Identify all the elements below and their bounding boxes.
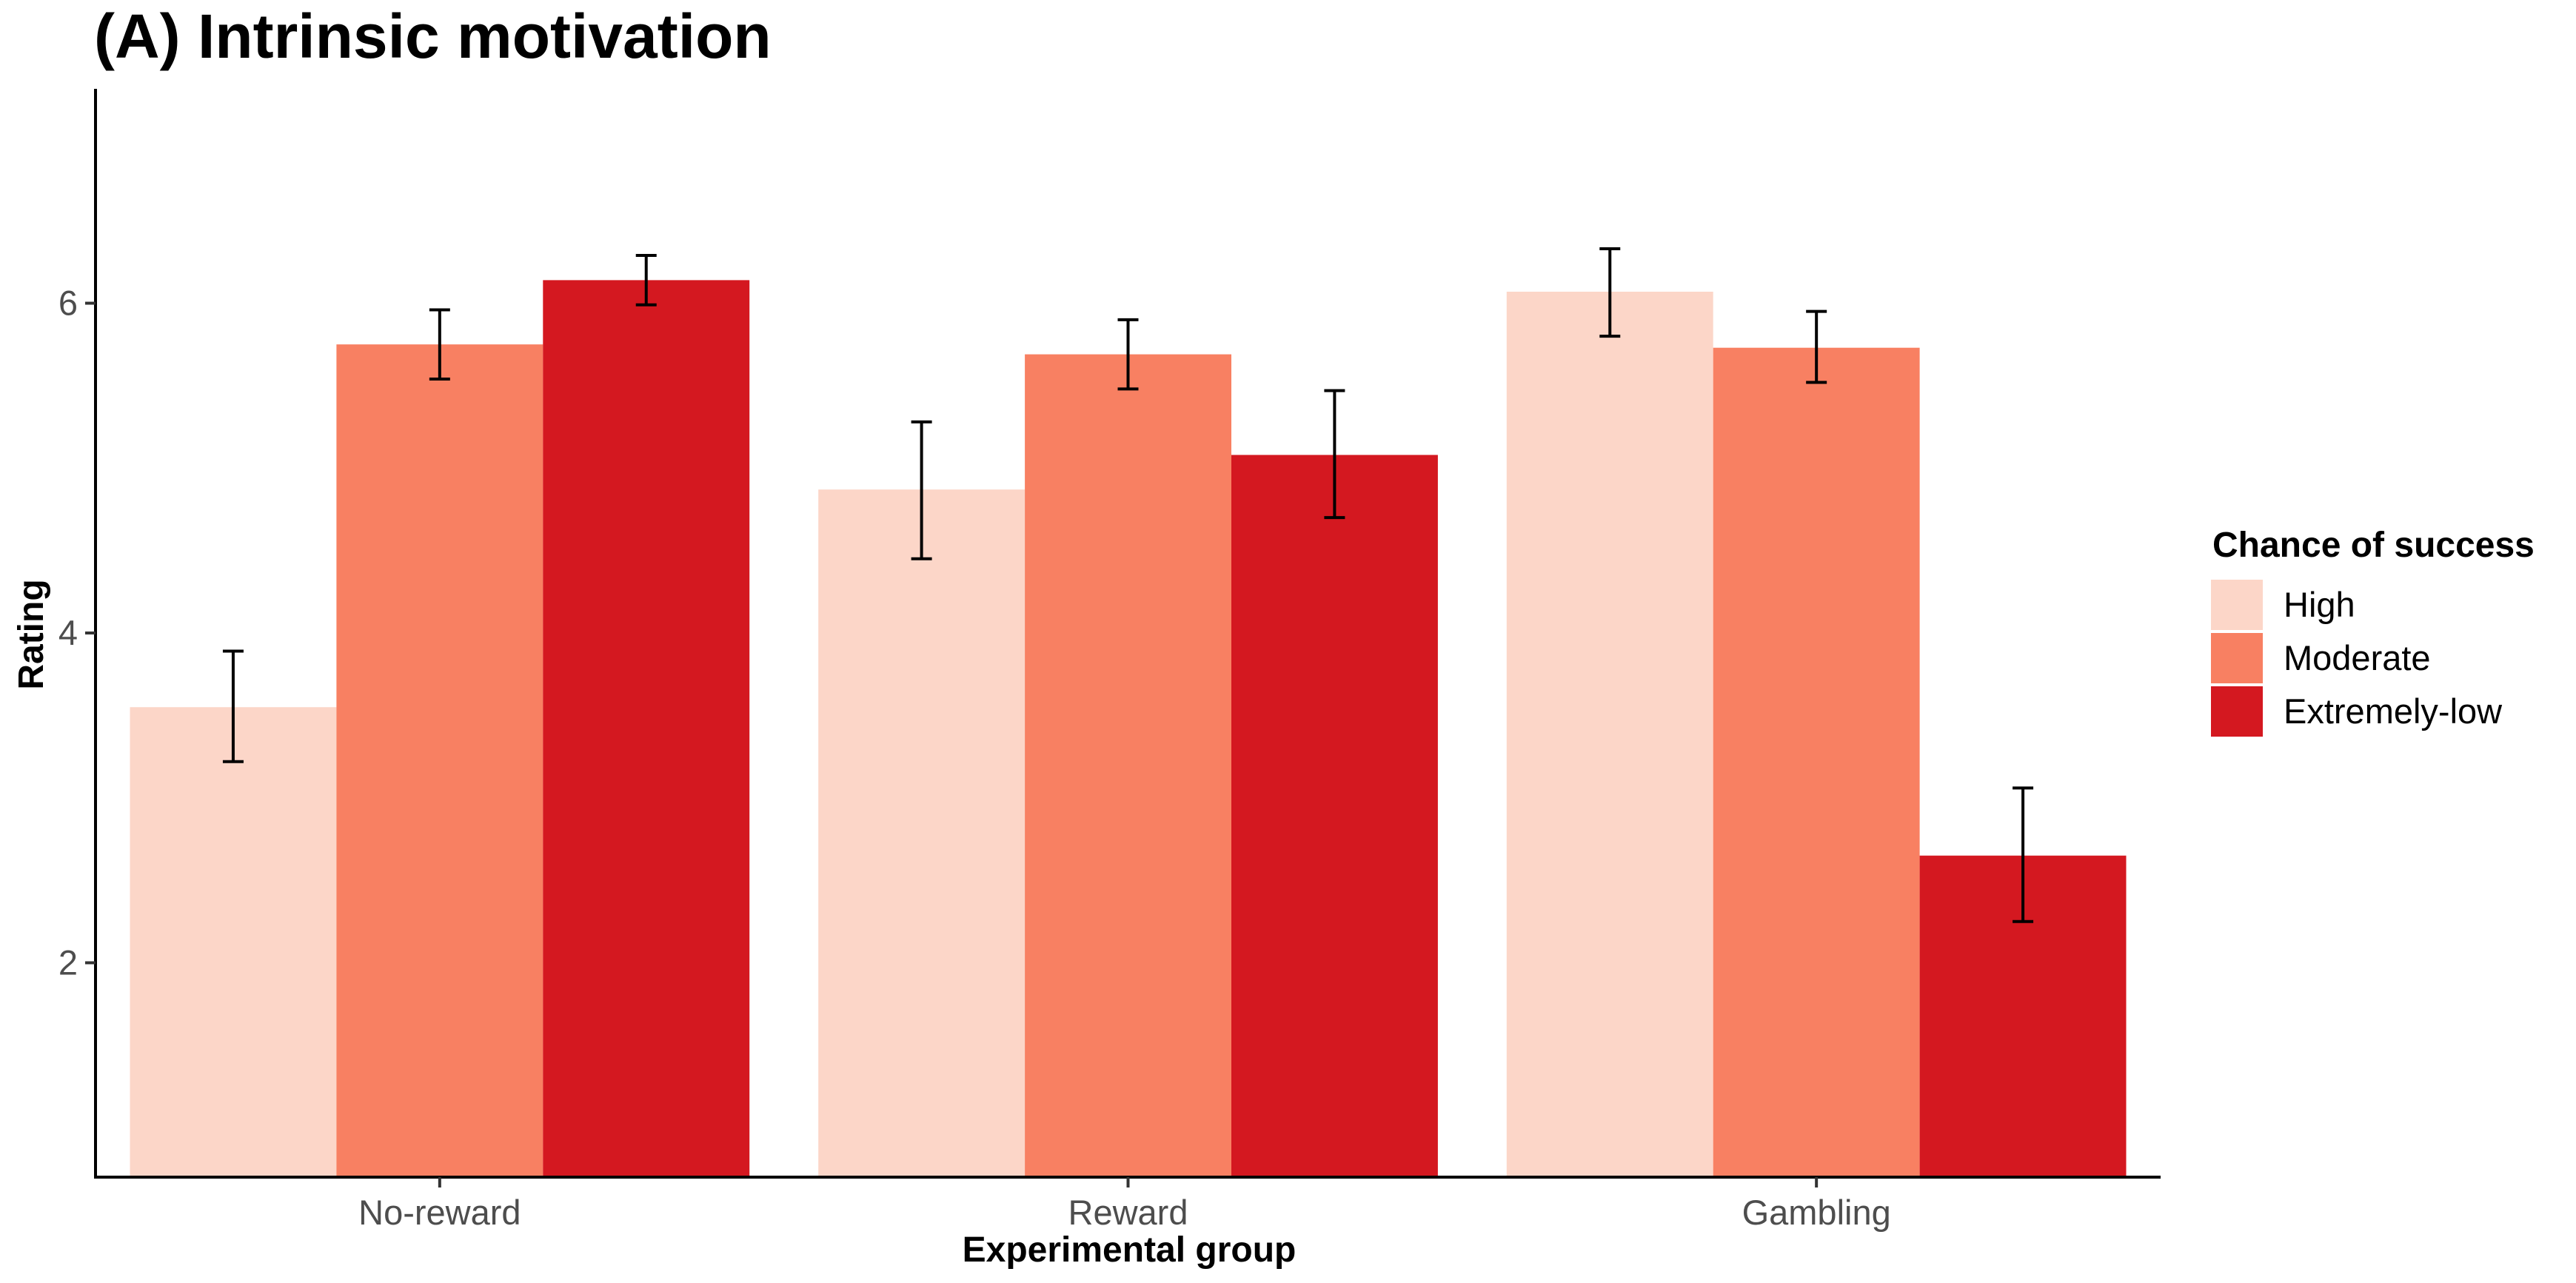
error-bar-high-gambling (1599, 247, 1621, 338)
legend: High Moderate Extremely-low (2211, 580, 2503, 737)
bar-moderate-reward (1025, 354, 1231, 1178)
bar-moderate-gambling (1713, 347, 1920, 1178)
legend-item-extremely-low: Extremely-low (2211, 686, 2503, 737)
error-bar-high-no-reward (222, 649, 244, 763)
error-bar-extremely-low-no-reward (635, 253, 657, 306)
y-tick-label: 4 (58, 613, 78, 652)
legend-title: Chance of success (2212, 526, 2535, 565)
x-tick-label: No-reward (358, 1193, 521, 1232)
y-axis-title: Rating (12, 579, 51, 689)
error-bar-moderate-no-reward (429, 308, 450, 381)
y-tick-label: 2 (58, 942, 78, 982)
legend-item-high: High (2211, 580, 2355, 630)
chart-title: (A) Intrinsic motivation (94, 1, 772, 71)
error-bar-moderate-gambling (1806, 309, 1827, 384)
error-bar-extremely-low-gambling (2013, 786, 2034, 923)
error-bars-layer (222, 247, 2034, 923)
legend-item-moderate: Moderate (2211, 633, 2431, 683)
x-axis-title: Experimental group (963, 1230, 1297, 1270)
error-bar-high-reward (911, 420, 932, 560)
bar-moderate-no-reward (336, 344, 543, 1178)
bar-high-no-reward (130, 707, 337, 1177)
y-axis-ticks: 2 4 6 (58, 284, 96, 982)
x-axis-ticks: No-reward Reward Gambling (358, 1177, 1891, 1232)
y-tick-label: 6 (58, 284, 78, 323)
bar-extremely-low-reward (1231, 455, 1438, 1177)
error-bar-extremely-low-reward (1324, 389, 1345, 520)
legend-label: High (2284, 585, 2355, 624)
legend-swatch (2211, 580, 2263, 630)
bar-extremely-low-no-reward (543, 280, 750, 1177)
legend-swatch (2211, 633, 2263, 683)
bar-high-reward (818, 489, 1026, 1177)
x-tick-label: Gambling (1742, 1193, 1891, 1232)
error-bar-moderate-reward (1117, 318, 1139, 391)
bar-high-gambling (1506, 292, 1713, 1177)
x-tick-label: Reward (1068, 1193, 1188, 1232)
legend-swatch (2211, 686, 2263, 737)
legend-label: Extremely-low (2284, 691, 2503, 731)
bars-layer (130, 280, 2127, 1178)
legend-label: Moderate (2284, 638, 2431, 677)
